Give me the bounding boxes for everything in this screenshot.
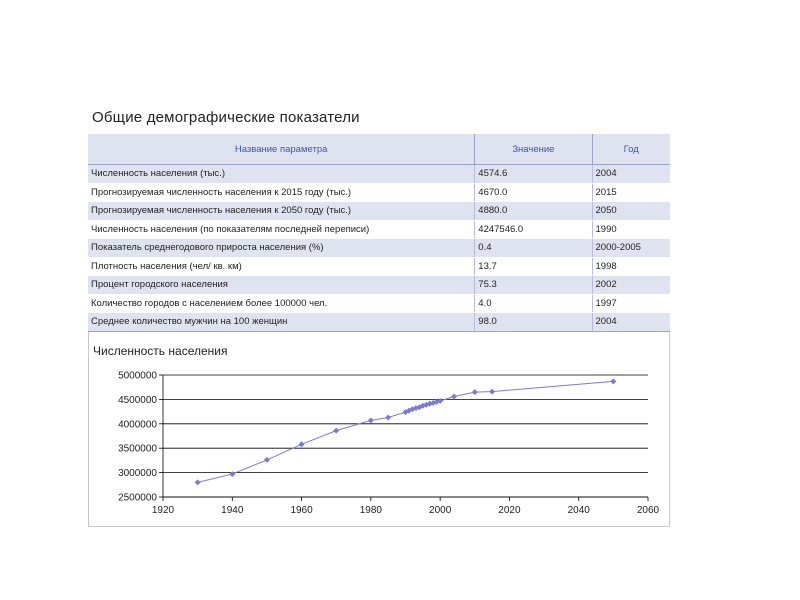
parameter-name-cell: Плотность населения (чел/ кв. км)	[88, 257, 476, 276]
table-header-row: Название параметра Значение Год	[88, 134, 670, 165]
header-year: Год	[592, 134, 670, 165]
value-cell: 4247546.0	[474, 220, 593, 239]
data-point	[419, 402, 426, 409]
header-parameter-name: Название параметра	[88, 134, 476, 165]
y-tick-label: 2500000	[118, 493, 157, 504]
year-cell: 2050	[592, 201, 670, 221]
parameter-name-cell: Численность населения (по показателям по…	[88, 220, 476, 239]
parameter-name-cell: Прогнозируемая численность населения к 2…	[88, 201, 476, 221]
data-point	[451, 393, 457, 400]
y-tick-label: 4500000	[118, 395, 157, 406]
header-value: Значение	[474, 134, 593, 165]
x-tick-label: 1980	[360, 505, 383, 516]
data-point	[194, 479, 201, 486]
year-cell: 1997	[592, 294, 670, 313]
table-row: Плотность населения (чел/ кв. км) 13.7 199…	[88, 257, 670, 276]
table-row: Количество городов с населением более 10…	[88, 294, 670, 313]
data-point	[298, 441, 305, 448]
year-cell: 2004	[592, 312, 670, 332]
value-cell: 4880.0	[474, 201, 593, 221]
series-line	[197, 380, 614, 483]
section-title: Общие демографические показатели	[92, 109, 360, 126]
data-point	[412, 405, 419, 412]
x-tick-label: 1940	[221, 505, 244, 516]
table-row: Процент городского населения 75.3 2002	[88, 275, 670, 295]
parameter-name-cell: Прогнозируемая численность населения к 2…	[88, 183, 476, 202]
y-tick-label: 5000000	[118, 371, 157, 382]
data-point	[367, 417, 374, 424]
table-body: Численность населения (тыс.) 4574.6 2004 Пр…	[88, 164, 670, 332]
y-tick-label: 4000000	[118, 419, 157, 430]
x-tick-label: 2040	[568, 505, 591, 516]
table-row: Прогнозируемая численность населения к 2…	[88, 183, 670, 202]
year-cell: 2002	[592, 275, 670, 295]
parameter-name-cell: Среднее количество мужчин на 100 женщин	[88, 312, 476, 332]
data-point	[333, 427, 340, 434]
value-cell: 75.3	[474, 275, 593, 295]
table-row: Среднее количество мужчин на 100 женщин 9…	[88, 312, 670, 332]
table-row: Показатель среднегодового прироста насел…	[88, 238, 670, 258]
data-point	[405, 407, 412, 414]
parameter-name-cell: Численность населения (тыс.)	[88, 164, 476, 184]
year-cell: 2000-2005	[592, 238, 670, 258]
parameters-table: Название параметра Значение Год Численно…	[88, 134, 670, 332]
y-tick-label: 3000000	[118, 468, 157, 479]
parameter-name-cell: Количество городов с населением более 10…	[88, 294, 476, 313]
x-tick-label: 2000	[429, 505, 452, 516]
value-cell: 4574.6	[474, 164, 593, 184]
x-tick-label: 2060	[637, 505, 660, 516]
chart-title: Численность населения	[93, 344, 228, 358]
data-point	[229, 471, 236, 478]
year-cell: 2015	[592, 183, 670, 202]
year-cell: 2004	[592, 164, 670, 184]
table-row: Численность населения (по показателям по…	[88, 220, 670, 239]
data-point	[471, 389, 478, 396]
x-tick-label: 1960	[290, 505, 313, 516]
x-tick-label: 1920	[152, 505, 175, 516]
x-tick-label: 2020	[498, 505, 521, 516]
data-point	[610, 378, 617, 385]
table-row: Прогнозируемая численность населения к 2…	[88, 201, 670, 221]
chart-frame	[88, 332, 670, 527]
parameter-name-cell: Процент городского населения	[88, 275, 476, 295]
data-point	[437, 397, 444, 404]
data-point	[263, 456, 270, 463]
data-point	[385, 414, 392, 421]
value-cell: 0.4	[474, 238, 593, 258]
population-chart: 2500000 3000000 3500000 4000000 4500000 50000…	[118, 371, 660, 517]
value-cell: 13.7	[474, 257, 593, 276]
data-point	[489, 388, 496, 395]
data-point	[433, 398, 440, 405]
data-point	[426, 400, 433, 407]
table-row: Численность населения (тыс.) 4574.6 2004	[88, 164, 670, 184]
value-cell: 4670.0	[474, 183, 593, 202]
parameter-name-cell: Показатель среднегодового прироста насел…	[88, 238, 476, 258]
value-cell: 98.0	[474, 312, 593, 332]
y-tick-label: 3500000	[118, 444, 157, 455]
year-cell: 1998	[592, 257, 670, 276]
year-cell: 1990	[592, 220, 670, 239]
value-cell: 4.0	[474, 294, 593, 313]
